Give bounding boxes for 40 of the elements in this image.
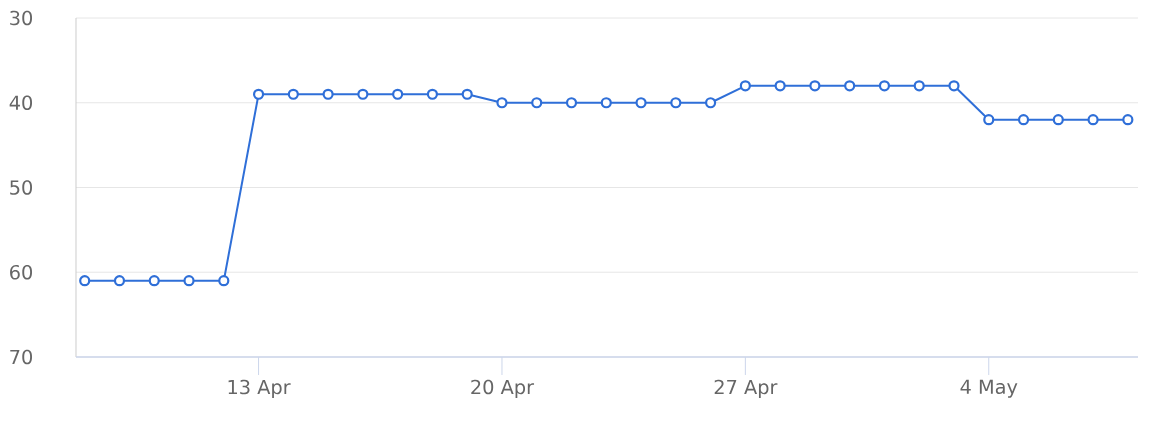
point bbox=[809, 80, 821, 92]
y-tick-label: 50 bbox=[10, 180, 33, 195]
point bbox=[461, 88, 473, 100]
point bbox=[287, 88, 299, 100]
point bbox=[774, 80, 786, 92]
x-tick-label: 27 Apr bbox=[714, 379, 778, 399]
point bbox=[600, 97, 612, 109]
y-tick-label: 40 bbox=[9, 95, 33, 111]
y-tick-label: 30 bbox=[10, 10, 33, 26]
point bbox=[392, 88, 404, 100]
point bbox=[983, 114, 995, 126]
point bbox=[357, 88, 369, 100]
point bbox=[426, 88, 439, 100]
point bbox=[252, 88, 265, 100]
point bbox=[844, 80, 856, 92]
x-tick-label: 4 May bbox=[960, 379, 1018, 398]
point bbox=[1087, 114, 1099, 126]
point bbox=[148, 275, 160, 287]
x-tick-label: 13 Apr bbox=[228, 379, 291, 399]
point bbox=[1122, 114, 1134, 126]
y-tick-label: 60 bbox=[10, 264, 33, 280]
point bbox=[113, 275, 126, 287]
point bbox=[948, 80, 960, 92]
point bbox=[531, 97, 543, 109]
point bbox=[322, 88, 334, 100]
point bbox=[496, 97, 508, 109]
y-tick-label: 70 bbox=[10, 349, 33, 365]
point bbox=[704, 97, 717, 109]
point bbox=[739, 80, 751, 92]
point bbox=[670, 97, 682, 109]
point bbox=[79, 275, 91, 287]
point bbox=[1017, 114, 1030, 126]
point bbox=[913, 80, 925, 92]
point bbox=[878, 80, 891, 92]
point bbox=[218, 275, 230, 287]
point bbox=[183, 275, 195, 287]
point bbox=[1052, 114, 1064, 126]
point bbox=[565, 97, 578, 109]
point bbox=[635, 97, 647, 109]
x-tick-label: 20 Apr bbox=[471, 379, 535, 399]
